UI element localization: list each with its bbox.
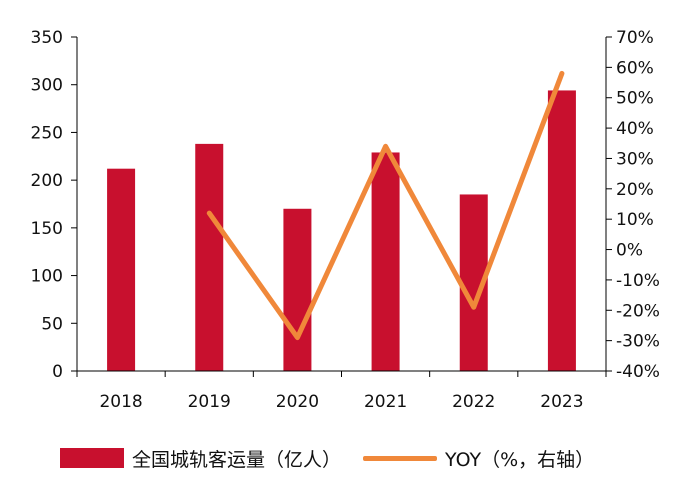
axes — [76, 37, 607, 372]
left-tick-label: 0 — [52, 362, 63, 382]
legend-item-line: YOY（%，右轴） — [363, 445, 594, 472]
right-tick-label: 20% — [616, 180, 654, 200]
chart: 2018 2019 2020 2021 2022 2023 0 50 100 150 200 250… — [31, 28, 660, 412]
left-tick-label: 100 — [31, 267, 63, 287]
left-tick-label: 50 — [41, 314, 63, 334]
right-tick-label: 60% — [616, 58, 654, 78]
right-axis-ticks: -40% -30% -20% -10% 0% 10% 20% 30% 40% 50% 60% 70% — [606, 28, 660, 382]
right-tick-label: 70% — [616, 28, 654, 48]
x-tick-label: 2023 — [540, 392, 583, 412]
x-axis-ticks: 2018 2019 2020 2021 2022 2023 — [76, 371, 607, 412]
bar-2020 — [283, 208, 312, 371]
bar-2021 — [371, 152, 400, 371]
left-tick-label: 350 — [31, 28, 63, 48]
right-tick-label: 0% — [616, 241, 643, 261]
bar-2023 — [547, 90, 576, 371]
x-tick-label: 2021 — [364, 392, 407, 412]
right-tick-label: 10% — [616, 210, 654, 230]
right-tick-label: 30% — [616, 149, 654, 169]
left-tick-label: 300 — [31, 76, 63, 96]
right-tick-label: 50% — [616, 89, 654, 109]
bar-2018 — [107, 168, 136, 371]
x-tick-label: 2019 — [188, 392, 231, 412]
bar-series — [107, 90, 576, 371]
x-tick-label: 2020 — [276, 392, 319, 412]
right-tick-label: -30% — [616, 332, 660, 352]
yoy-line-series — [206, 70, 565, 341]
legend-bar-swatch — [60, 448, 124, 468]
left-axis-ticks: 0 50 100 150 200 250 300 350 — [31, 28, 77, 382]
legend-item-bar: 全国城轨客运量（亿人） — [60, 445, 341, 472]
x-tick-label: 2022 — [452, 392, 495, 412]
legend-line-label: YOY（%，右轴） — [445, 448, 595, 471]
left-tick-label: 200 — [31, 171, 63, 191]
x-tick-label: 2018 — [99, 392, 142, 412]
right-tick-label: -20% — [616, 301, 660, 321]
legend: 全国城轨客运量（亿人） YOY（%，右轴） — [60, 440, 680, 476]
left-tick-label: 250 — [31, 123, 63, 143]
bar-2019 — [195, 143, 224, 371]
right-tick-label: 40% — [616, 119, 654, 139]
legend-line-swatch — [363, 455, 438, 461]
right-tick-label: -10% — [616, 271, 660, 291]
left-tick-label: 150 — [31, 219, 63, 239]
legend-bar-label: 全国城轨客运量（亿人） — [132, 448, 342, 471]
right-tick-label: -40% — [616, 362, 660, 382]
